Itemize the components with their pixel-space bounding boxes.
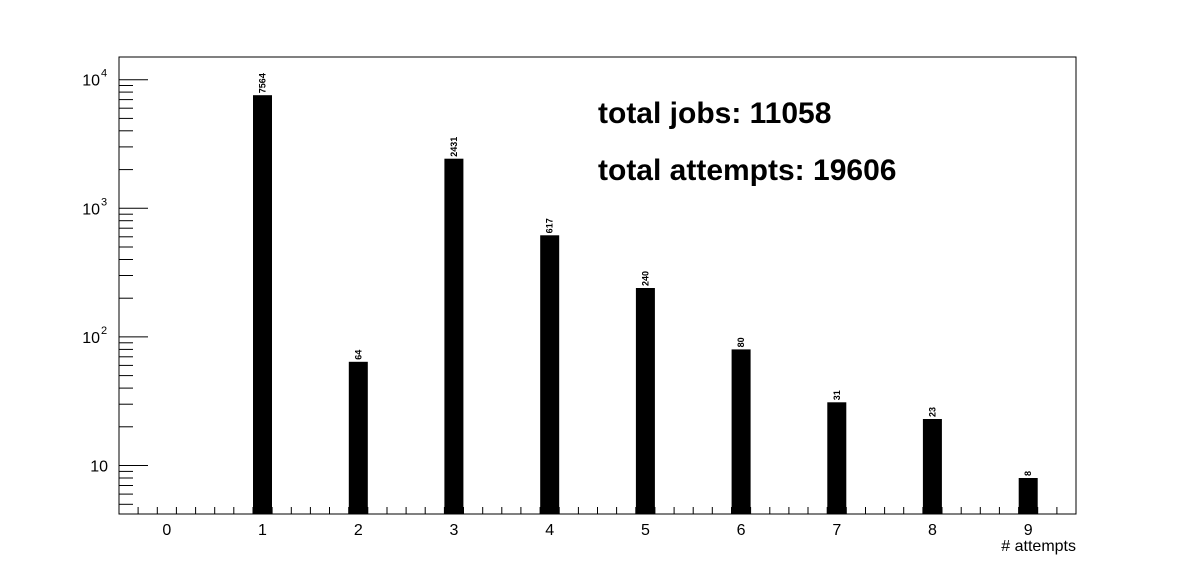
bar-2 <box>348 361 368 514</box>
data-label-4: 617 <box>545 218 555 233</box>
bar-7 <box>827 402 847 514</box>
y-tick-label-10: 10 <box>90 459 108 476</box>
x-tick-label-3: 3 <box>449 522 458 539</box>
y-tick-label-base: 10 <box>82 73 100 90</box>
y-tick-label-10e3: 10 3 <box>82 196 107 218</box>
y-tick-label-base: 10 <box>82 330 100 347</box>
x-tick-label-0: 0 <box>162 522 171 539</box>
annotations: total jobs: 11058 total attempts: 19606 <box>598 97 896 187</box>
annotation-total-attempts: total attempts: 19606 <box>598 154 896 187</box>
x-tick-label-2: 2 <box>354 522 363 539</box>
x-tick-label-9: 9 <box>1024 522 1033 539</box>
data-label-7: 31 <box>832 390 842 400</box>
data-labels-layer: 7564 64 2431 617 240 80 31 23 8 <box>258 73 1034 476</box>
x-tick-label-8: 8 <box>928 522 937 539</box>
y-tick-label-10e2: 10 2 <box>82 325 107 347</box>
y-tick-label-exponent: 3 <box>101 196 107 208</box>
data-label-5: 240 <box>640 271 650 286</box>
x-tick-label-5: 5 <box>641 522 650 539</box>
data-label-1: 7564 <box>258 73 268 93</box>
x-tick-label-7: 7 <box>832 522 841 539</box>
data-label-6: 80 <box>736 337 746 347</box>
data-label-8: 23 <box>927 407 937 417</box>
bar-6 <box>731 349 751 514</box>
x-tick-label-6: 6 <box>737 522 746 539</box>
x-tick-label-1: 1 <box>258 522 267 539</box>
y-tick-label-text: 10 <box>90 459 108 476</box>
x-tick-label-4: 4 <box>545 522 554 539</box>
bar-4 <box>540 235 560 515</box>
y-tick-label-base: 10 <box>82 201 100 218</box>
bar-1 <box>253 95 272 514</box>
y-tick-label-exponent: 2 <box>101 325 107 337</box>
data-label-2: 64 <box>353 350 363 360</box>
bar-9 <box>1018 478 1038 514</box>
bar-8 <box>922 419 942 514</box>
bar-3 <box>444 158 464 514</box>
data-label-9: 8 <box>1023 471 1033 476</box>
x-axis-title: # attempts <box>1001 538 1076 555</box>
annotation-total-jobs: total jobs: 11058 <box>598 97 831 130</box>
bars-layer <box>253 95 1038 515</box>
bar-5 <box>635 288 655 514</box>
y-tick-label-exponent: 4 <box>101 68 107 80</box>
x-axis: 0 1 2 3 4 5 6 7 8 9 <box>118 507 1077 539</box>
data-label-3: 2431 <box>449 137 459 157</box>
y-tick-label-10e4: 10 4 <box>82 68 107 90</box>
